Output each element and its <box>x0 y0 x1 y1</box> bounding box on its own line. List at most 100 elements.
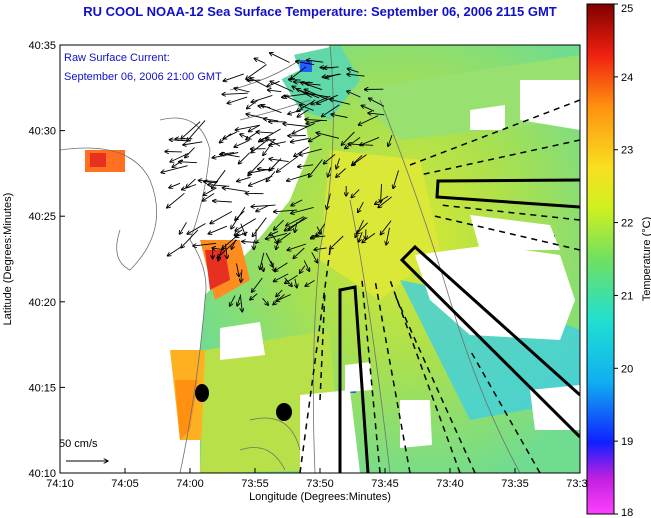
current-arrow <box>330 235 344 249</box>
current-arrow <box>222 188 247 192</box>
current-arrow <box>316 226 321 235</box>
current-arrow <box>250 78 269 88</box>
current-arrow <box>248 125 260 132</box>
station-marker <box>276 403 292 421</box>
current-arrow <box>235 124 261 130</box>
current-arrow <box>388 135 393 146</box>
current-arrow <box>237 296 240 306</box>
current-arrow <box>258 128 281 142</box>
y-tick-label: 40:10 <box>28 468 56 480</box>
y-axis-label: Latitude (Degrees:Minutes) <box>2 193 14 326</box>
current-arrow <box>347 91 361 98</box>
current-arrow <box>291 199 303 206</box>
current-arrow <box>213 201 232 202</box>
x-tick-label: 73:40 <box>436 478 464 490</box>
current-arrow <box>186 178 196 188</box>
current-arrow <box>311 233 318 239</box>
scale-label: 50 cm/s <box>59 438 98 450</box>
current-arrow <box>269 141 286 146</box>
current-arrow <box>234 229 243 236</box>
current-arrow <box>336 158 341 169</box>
current-arrow <box>345 137 361 148</box>
current-arrow <box>311 95 331 104</box>
current-arrow <box>296 89 320 99</box>
current-arrow <box>368 113 385 115</box>
current-arrow <box>187 223 206 235</box>
current-arrow <box>295 221 298 233</box>
current-arrow <box>238 152 251 164</box>
current-arrow <box>381 184 382 203</box>
x-tick-label: 74:00 <box>176 478 204 490</box>
current-arrow <box>288 80 301 81</box>
current-arrow <box>219 133 232 143</box>
colorbar-tick-label: 18 <box>621 507 633 518</box>
y-tick-label: 40:25 <box>28 211 56 223</box>
current-arrow <box>305 119 327 120</box>
current-arrow <box>179 222 187 234</box>
current-arrow <box>276 155 299 172</box>
colorbar-tick-label: 19 <box>621 436 633 448</box>
colorbar-tick-label: 24 <box>621 72 633 84</box>
current-arrow <box>380 220 392 235</box>
current-arrow <box>386 227 390 245</box>
colorbar <box>586 3 615 515</box>
current-arrow <box>220 153 235 155</box>
current-arrow <box>270 81 293 92</box>
current-arrow <box>185 147 195 158</box>
current-arrow <box>358 231 363 242</box>
x-tick-label: 73:50 <box>306 478 334 490</box>
colorbar-ticks: 25 24 23 22 21 20 19 18 <box>614 3 633 518</box>
current-arrow <box>267 90 282 92</box>
transect-lines <box>299 99 580 473</box>
current-arrow <box>263 138 276 156</box>
current-arrow <box>285 275 298 283</box>
current-arrow <box>293 247 305 259</box>
current-arrow <box>290 138 309 143</box>
current-arrow <box>274 262 288 271</box>
current-arrow <box>341 131 355 145</box>
current-arrow <box>362 232 376 242</box>
map-title: RU COOL NOAA-12 Sea Surface Temperature:… <box>83 4 557 19</box>
current-arrow <box>291 206 314 213</box>
current-arrow <box>269 158 282 172</box>
current-arrow <box>222 93 248 94</box>
current-arrow <box>286 216 305 226</box>
current-arrow <box>393 170 399 188</box>
colorbar-tick-label: 22 <box>621 218 633 230</box>
current-arrow <box>210 211 233 224</box>
current-arrow <box>325 73 339 78</box>
x-axis-ticks: 74:10 74:05 74:00 73:55 73:50 73:45 73:40 73:35… <box>46 468 594 490</box>
current-arrow <box>208 185 230 187</box>
current-arrow <box>323 154 336 164</box>
current-arrow <box>304 89 329 101</box>
current-arrow <box>369 98 385 107</box>
current-arrow <box>203 182 218 183</box>
current-arrow <box>227 96 248 103</box>
current-arrow <box>292 122 315 134</box>
current-arrow <box>303 260 309 271</box>
current-arrow <box>252 217 267 237</box>
current-arrow <box>169 182 181 188</box>
current-arrow <box>308 159 323 178</box>
colorbar-label: Temperature (°C) <box>641 217 651 301</box>
current-arrow <box>269 53 290 63</box>
current-arrow <box>269 230 279 235</box>
current-arrow <box>299 265 306 274</box>
x-tick-label: 73:55 <box>241 478 269 490</box>
current-arrow <box>181 121 201 139</box>
current-arrow <box>178 162 197 163</box>
current-arrow <box>299 105 314 111</box>
current-arrow <box>183 141 203 145</box>
current-arrow <box>251 94 273 102</box>
current-arrow <box>235 210 245 220</box>
current-arrow <box>181 229 199 248</box>
current-arrow <box>306 119 323 124</box>
current-arrow <box>256 132 273 133</box>
current-arrow <box>296 61 315 66</box>
current-arrow <box>248 158 265 176</box>
current-arrow <box>169 140 191 141</box>
x-tick-label: 74:05 <box>111 478 139 490</box>
y-axis-ticks: 40:35 40:30 40:25 40:20 40:15 40:10 <box>28 40 65 480</box>
current-arrow <box>336 168 346 178</box>
